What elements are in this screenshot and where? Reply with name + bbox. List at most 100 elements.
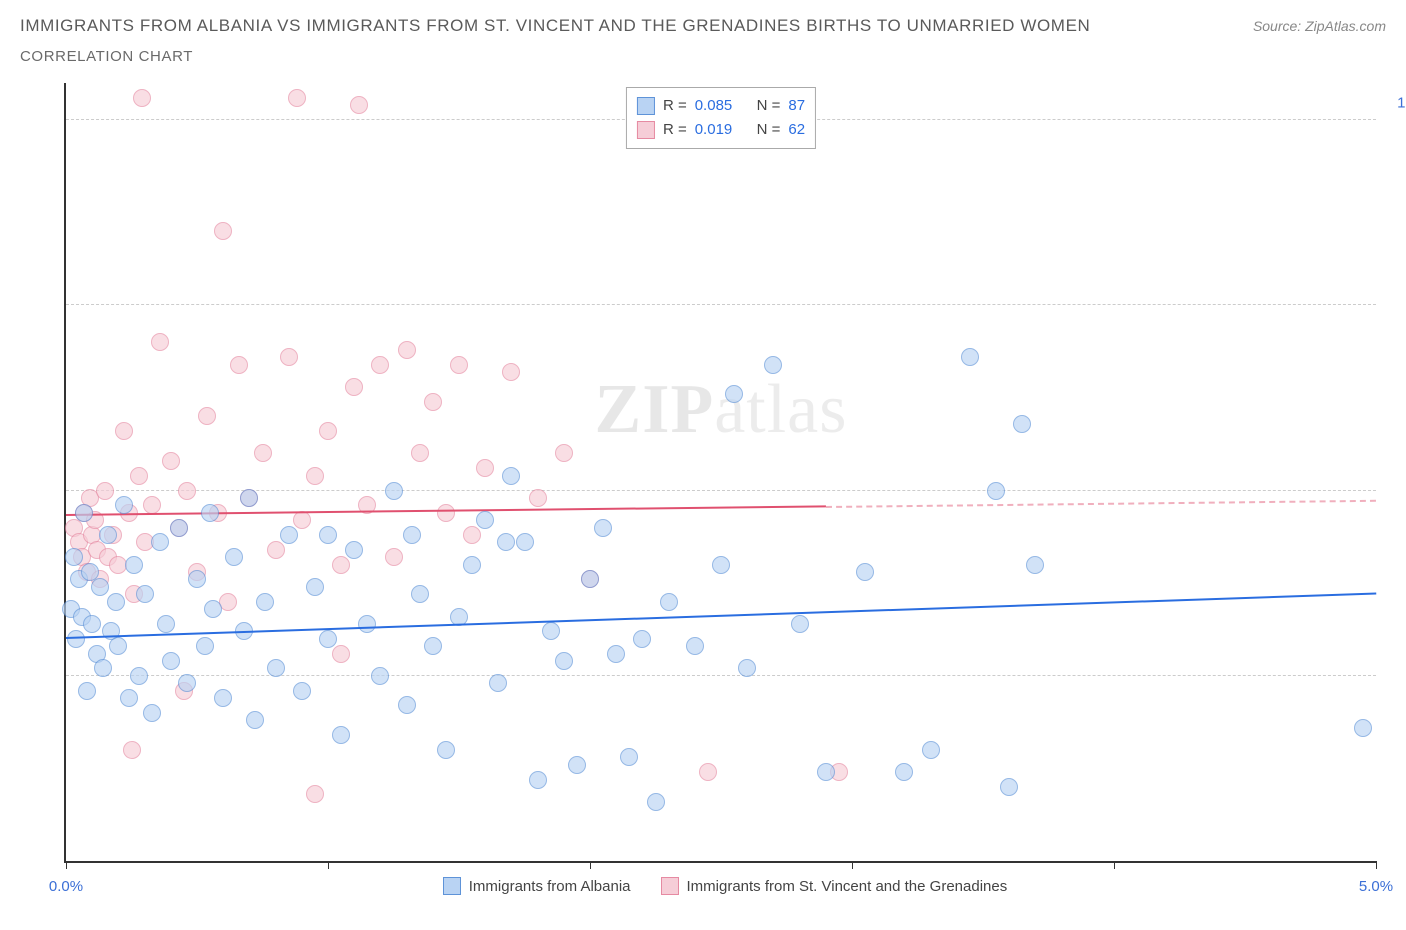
scatter-point-a xyxy=(214,689,232,707)
scatter-point-b xyxy=(96,482,114,500)
legend-n-label: N = xyxy=(757,94,781,118)
scatter-point-a xyxy=(594,519,612,537)
scatter-point-a xyxy=(136,585,154,603)
x-tick-label: 5.0% xyxy=(1359,878,1393,895)
scatter-point-a xyxy=(204,600,222,618)
scatter-point-b xyxy=(398,341,416,359)
scatter-point-a xyxy=(120,689,138,707)
legend-n-value-b: 62 xyxy=(788,118,805,142)
scatter-point-b xyxy=(280,348,298,366)
y-tick-label: 75.0% xyxy=(1386,280,1406,297)
scatter-point-a xyxy=(91,578,109,596)
scatter-point-a xyxy=(358,615,376,633)
scatter-point-b xyxy=(371,356,389,374)
source-attribution: Source: ZipAtlas.com xyxy=(1253,18,1386,34)
legend-stats-row-a: R = 0.085 N = 87 xyxy=(637,94,805,118)
scatter-point-b xyxy=(288,89,306,107)
scatter-point-a xyxy=(109,637,127,655)
scatter-point-a xyxy=(107,593,125,611)
scatter-point-b xyxy=(529,489,547,507)
scatter-point-a xyxy=(555,652,573,670)
scatter-point-b xyxy=(306,785,324,803)
scatter-point-b xyxy=(123,741,141,759)
scatter-point-b xyxy=(411,444,429,462)
scatter-point-a xyxy=(411,585,429,603)
scatter-point-a xyxy=(225,548,243,566)
scatter-point-b xyxy=(198,407,216,425)
scatter-point-b xyxy=(345,378,363,396)
scatter-point-b xyxy=(555,444,573,462)
scatter-point-a xyxy=(686,637,704,655)
scatter-point-a xyxy=(712,556,730,574)
scatter-point-a xyxy=(568,756,586,774)
scatter-point-b xyxy=(115,422,133,440)
x-tick-mark xyxy=(328,861,329,869)
scatter-point-a xyxy=(1013,415,1031,433)
scatter-point-a xyxy=(856,563,874,581)
scatter-point-a xyxy=(647,793,665,811)
gridline-h xyxy=(66,304,1376,305)
source-prefix: Source: xyxy=(1253,18,1305,34)
scatter-point-b xyxy=(130,467,148,485)
legend-swatch-a xyxy=(637,97,655,115)
scatter-point-b xyxy=(699,763,717,781)
scatter-point-b xyxy=(332,556,350,574)
scatter-point-b xyxy=(502,363,520,381)
scatter-point-a xyxy=(94,659,112,677)
scatter-point-b xyxy=(178,482,196,500)
legend-n-value-a: 87 xyxy=(788,94,805,118)
scatter-point-b xyxy=(437,504,455,522)
scatter-point-a xyxy=(99,526,117,544)
scatter-point-b xyxy=(476,459,494,477)
scatter-point-a xyxy=(78,682,96,700)
scatter-point-a xyxy=(463,556,481,574)
x-tick-mark xyxy=(66,861,67,869)
gridline-h xyxy=(66,675,1376,676)
scatter-point-a xyxy=(817,763,835,781)
scatter-point-b xyxy=(385,548,403,566)
source-name: ZipAtlas.com xyxy=(1305,18,1386,34)
scatter-point-b xyxy=(143,496,161,514)
legend-series: Immigrants from Albania Immigrants from … xyxy=(64,877,1386,895)
legend-stats-row-b: R = 0.019 N = 62 xyxy=(637,118,805,142)
scatter-point-a xyxy=(987,482,1005,500)
scatter-point-b xyxy=(219,593,237,611)
legend-swatch-b xyxy=(661,877,679,895)
scatter-point-a xyxy=(75,504,93,522)
watermark-thin: atlas xyxy=(714,371,847,448)
scatter-point-a xyxy=(256,593,274,611)
plot-area: ZIPatlas R = 0.085 N = 87 R = 0.019 N = … xyxy=(64,83,1376,863)
scatter-point-a xyxy=(371,667,389,685)
scatter-point-b xyxy=(424,393,442,411)
legend-item-b: Immigrants from St. Vincent and the Gren… xyxy=(661,877,1008,895)
scatter-point-b xyxy=(450,356,468,374)
scatter-point-b xyxy=(162,452,180,470)
scatter-point-a xyxy=(1354,719,1372,737)
scatter-point-a xyxy=(502,467,520,485)
scatter-point-a xyxy=(115,496,133,514)
scatter-point-a xyxy=(476,511,494,529)
scatter-point-a xyxy=(293,682,311,700)
scatter-point-a xyxy=(267,659,285,677)
scatter-point-b xyxy=(319,422,337,440)
scatter-point-a xyxy=(306,578,324,596)
scatter-point-a xyxy=(151,533,169,551)
scatter-point-b xyxy=(350,96,368,114)
scatter-point-a xyxy=(178,674,196,692)
scatter-point-a xyxy=(791,615,809,633)
scatter-point-a xyxy=(725,385,743,403)
y-tick-label: 50.0% xyxy=(1386,465,1406,482)
scatter-point-b xyxy=(306,467,324,485)
scatter-point-a xyxy=(280,526,298,544)
scatter-point-a xyxy=(162,652,180,670)
legend-n-label: N = xyxy=(757,118,781,142)
scatter-point-a xyxy=(620,748,638,766)
scatter-point-a xyxy=(83,615,101,633)
scatter-point-a xyxy=(125,556,143,574)
legend-label-a: Immigrants from Albania xyxy=(469,878,631,895)
scatter-point-a xyxy=(345,541,363,559)
page-title: IMMIGRANTS FROM ALBANIA VS IMMIGRANTS FR… xyxy=(20,16,1090,36)
watermark-bold: ZIP xyxy=(595,371,715,448)
scatter-point-a xyxy=(1000,778,1018,796)
legend-r-value-a: 0.085 xyxy=(695,94,733,118)
